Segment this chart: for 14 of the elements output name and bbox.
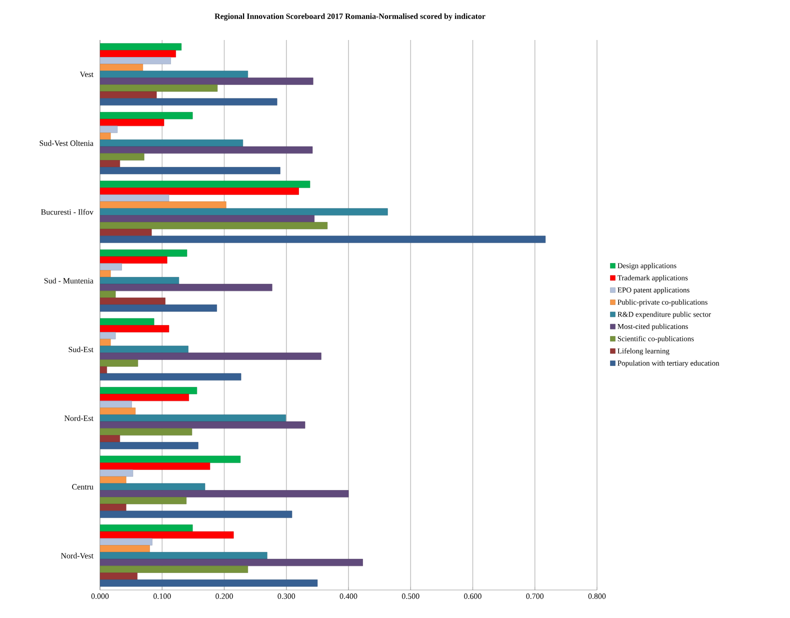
bar <box>100 490 349 498</box>
bar <box>100 215 314 222</box>
bar <box>100 545 150 552</box>
bar <box>100 298 166 305</box>
bar <box>100 408 136 415</box>
bar <box>100 325 170 332</box>
bar <box>100 188 299 195</box>
bar <box>100 160 120 168</box>
bar <box>100 78 314 85</box>
bar <box>100 572 138 580</box>
bar <box>100 462 210 470</box>
bar <box>100 352 322 360</box>
bar <box>100 435 120 442</box>
bar <box>100 50 176 58</box>
